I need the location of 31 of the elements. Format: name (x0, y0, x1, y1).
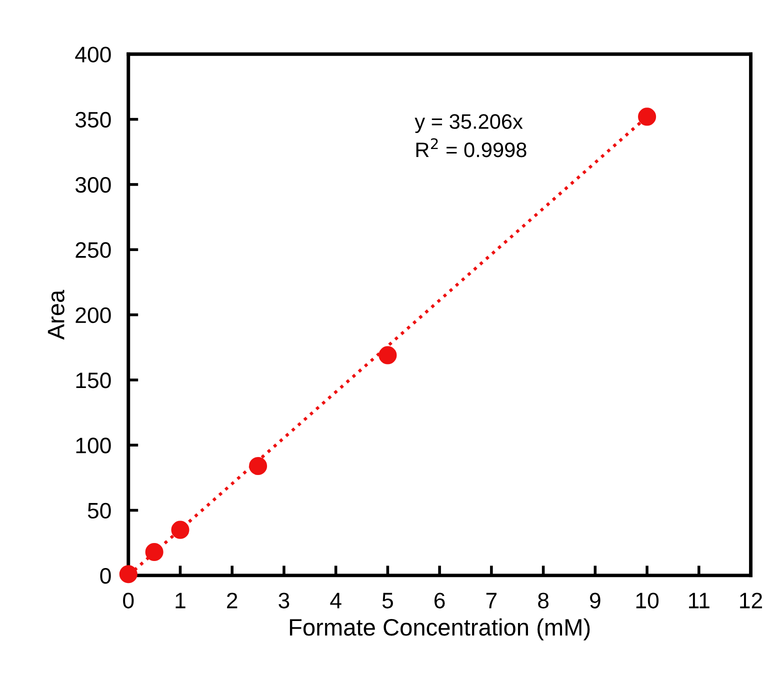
x-tick-label: 12 (740, 592, 762, 608)
x-tick-label: 6 (434, 592, 445, 608)
point (171, 520, 190, 539)
x-tick-label: 7 (486, 592, 496, 608)
point (638, 108, 656, 126)
y-tick-label: 100 (76, 438, 111, 454)
x-axis-title: Formate Concentration (mM) (290, 618, 590, 640)
y-tick-label: 400 (75, 46, 111, 62)
point (378, 346, 397, 364)
x-tick-label: 10 (636, 592, 659, 608)
x-tick-label: 1 (176, 592, 186, 608)
point (119, 565, 138, 584)
x-tick-label: 8 (538, 592, 549, 608)
x-tick-label: 0 (123, 592, 134, 608)
point (249, 456, 268, 476)
y-tick-label: 250 (76, 242, 111, 258)
y-tick-label: 150 (76, 372, 111, 388)
y-axis-title: Area (48, 290, 64, 340)
y-tick-label: 350 (75, 112, 111, 128)
x-tick-label: 3 (278, 592, 290, 608)
x-tick-label: 2 (227, 592, 238, 608)
y-tick-label: 0 (100, 568, 111, 584)
x-tick-label: 4 (330, 592, 342, 608)
x-tick-label: 5 (382, 592, 393, 608)
y-tick-label: 300 (75, 177, 111, 193)
y-tick-label: 200 (76, 307, 111, 324)
x-tick-label: 9 (590, 592, 600, 608)
point (145, 542, 164, 562)
y-tick-label: 50 (88, 502, 111, 519)
annotation: y = 35.206x R$^{2}$ = 0.9998 (414, 114, 526, 158)
x-tick-label: 11 (689, 592, 710, 608)
